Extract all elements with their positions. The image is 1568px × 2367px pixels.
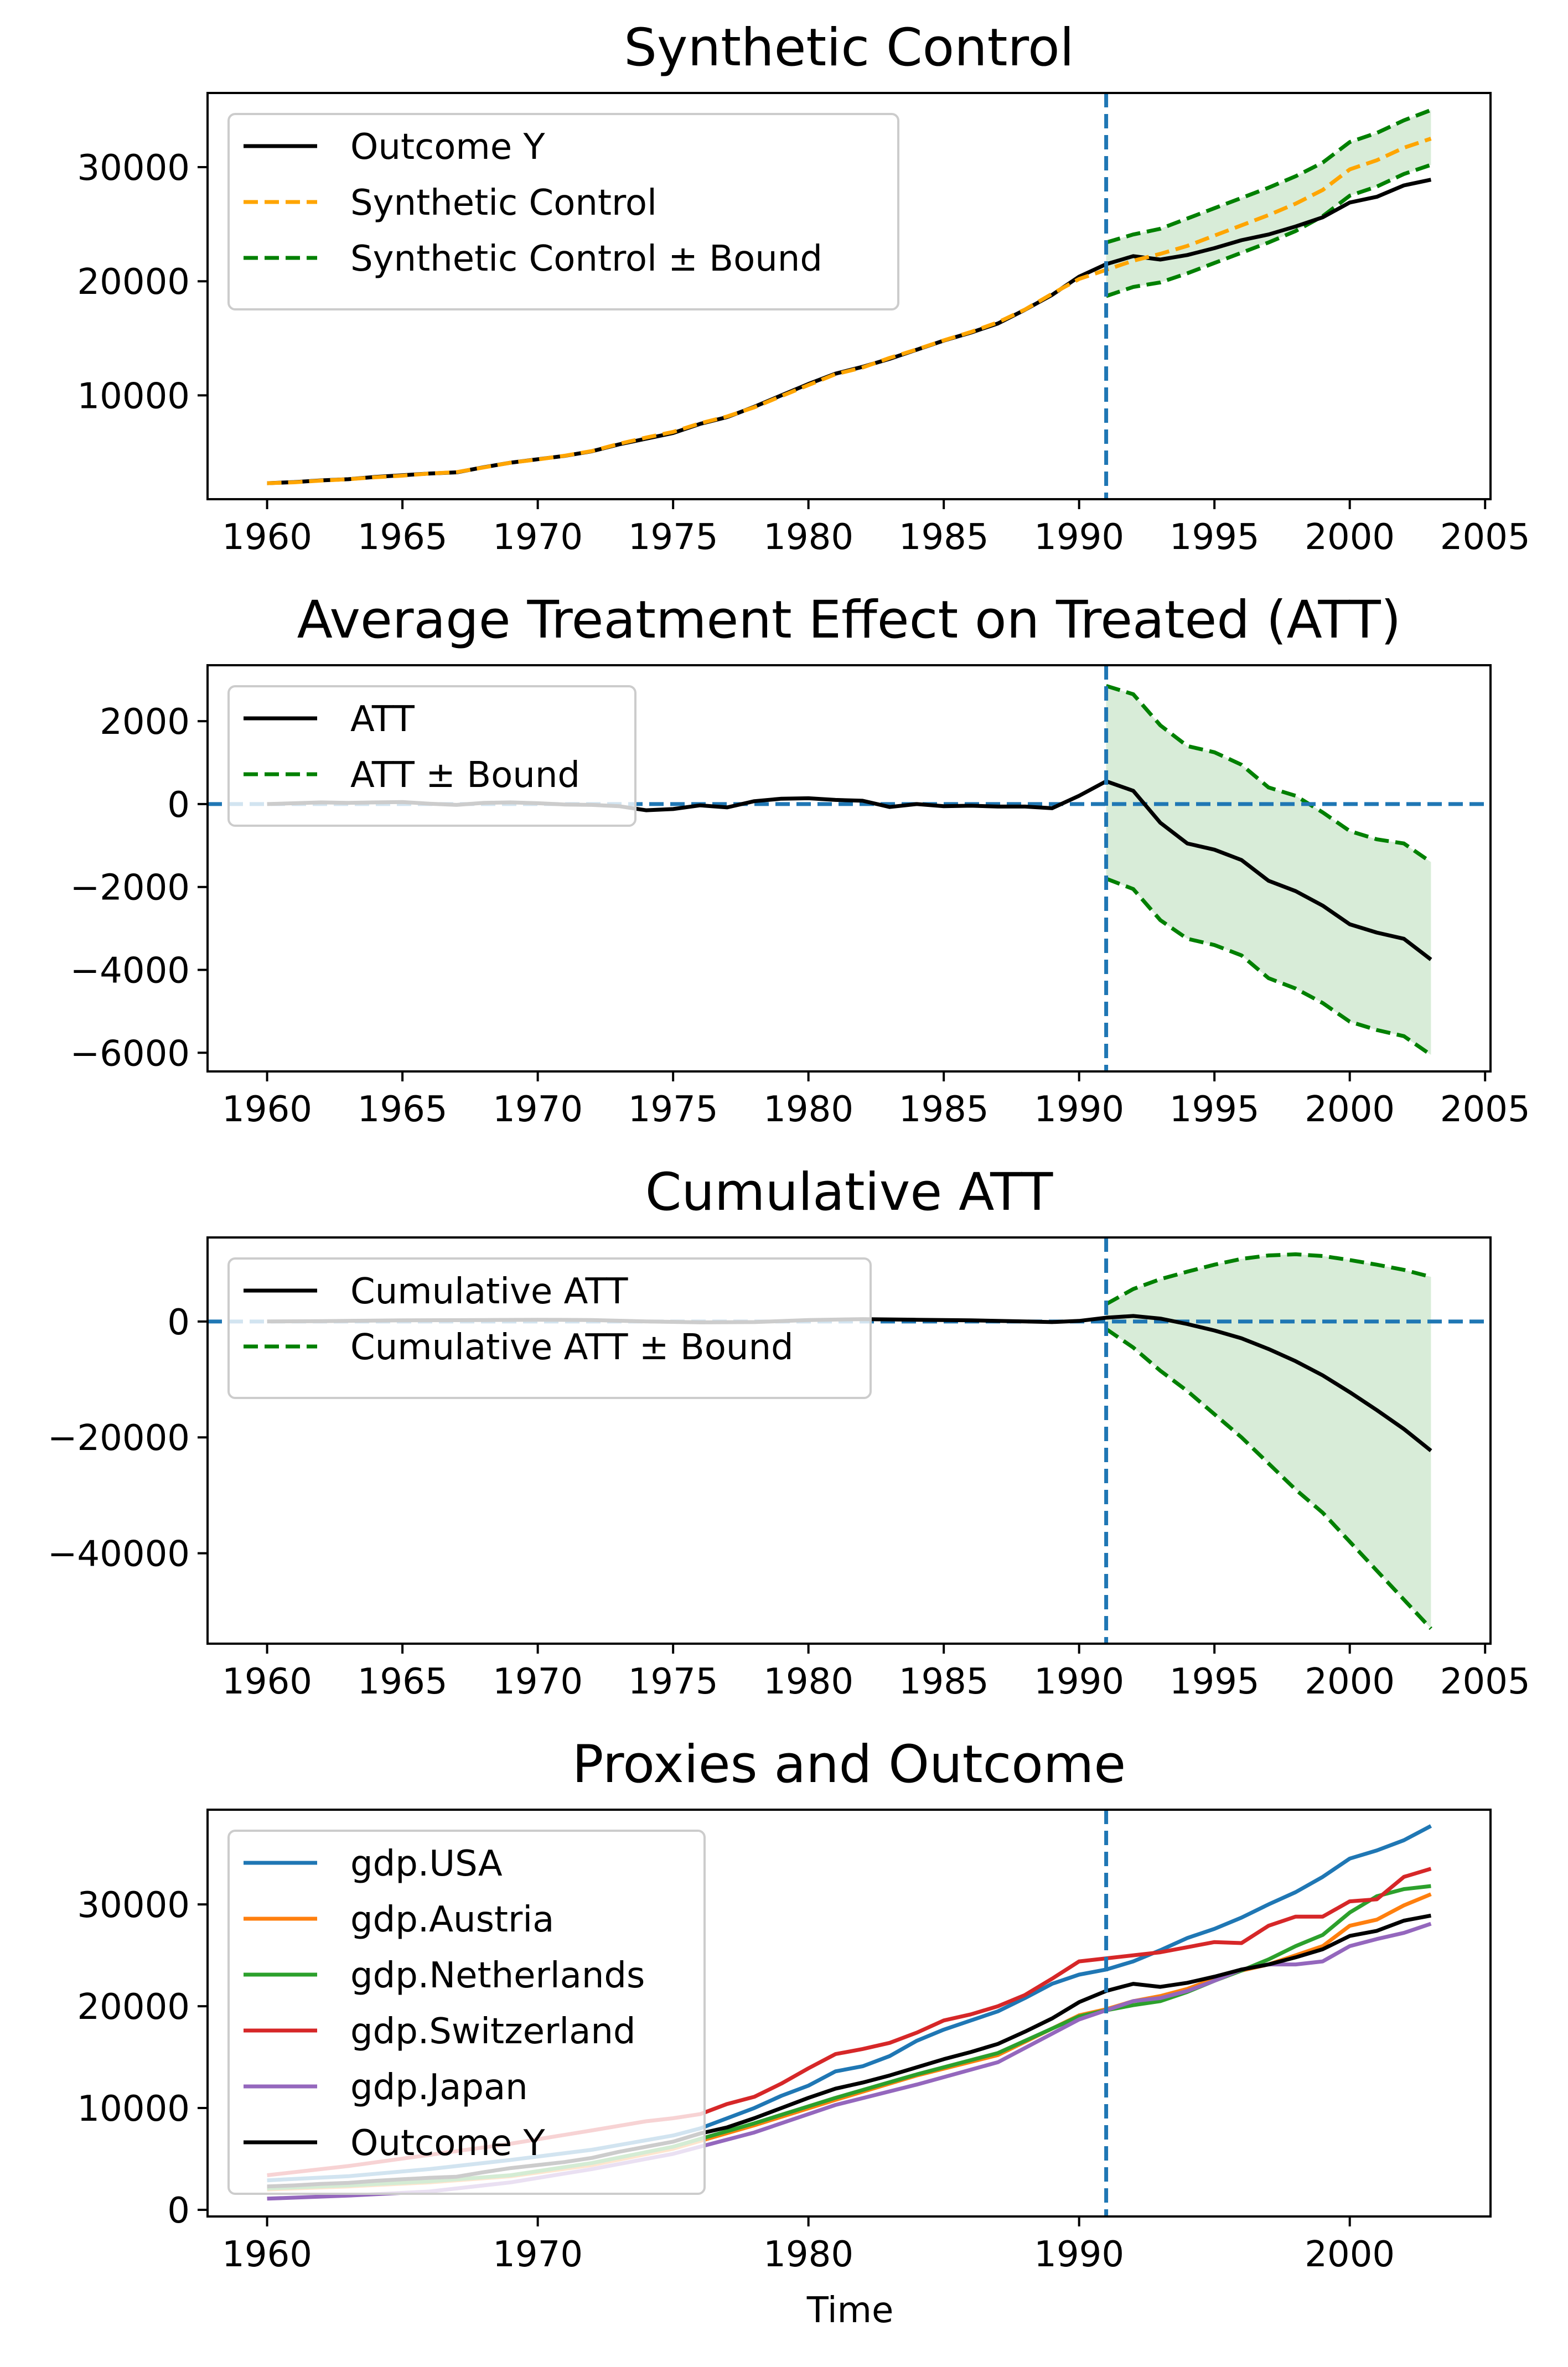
x-tick-label: 1995 — [1169, 1661, 1260, 1702]
x-tick-label: 1960 — [222, 517, 312, 558]
x-tick-label: 1965 — [358, 1661, 448, 1702]
y-tick-label: 0 — [167, 2190, 190, 2231]
x-tick-label: 1960 — [222, 1089, 312, 1130]
x-tick-label: 1995 — [1169, 517, 1260, 558]
upper-bound-line — [1105, 108, 1432, 245]
y-tick-label: 2000 — [100, 702, 190, 743]
x-tick-label: 1970 — [493, 2234, 583, 2275]
bound-band — [1106, 686, 1431, 1055]
y-tick-label: −2000 — [70, 868, 190, 909]
upper-bound-line — [1105, 684, 1432, 864]
upper-bound-line — [1105, 1252, 1432, 1306]
chart-title: Average Treatment Effect on Treated (ATT… — [297, 590, 1401, 650]
chart-title: Cumulative ATT — [645, 1162, 1053, 1223]
legend-entry: gdp.USA — [350, 1843, 503, 1884]
x-tick-label: 1975 — [628, 517, 718, 558]
x-tick-label: 1980 — [763, 517, 853, 558]
bound-band — [1106, 110, 1431, 296]
legend-entry: Outcome Y — [350, 2123, 545, 2164]
plot-area — [208, 665, 1491, 1071]
x-tick-label: 1965 — [358, 1089, 448, 1130]
x-tick-label: 2005 — [1440, 1089, 1530, 1130]
legend-entry: Cumulative ATT — [350, 1271, 628, 1312]
x-tick-label: 1960 — [222, 2234, 312, 2275]
legend-entry: ATT — [350, 699, 415, 740]
y-tick-label: −6000 — [70, 1033, 190, 1074]
x-tick-label: 1990 — [1034, 1089, 1124, 1130]
legend: gdp.USA gdp.Austria gdp.Netherlands gdp.Swi… — [227, 1830, 706, 2195]
legend-entry: Cumulative ATT ± Bound — [350, 1327, 794, 1368]
legend-entry: gdp.Austria — [350, 1899, 554, 1940]
x-tick-label: 2005 — [1440, 517, 1530, 558]
x-tick-label: 1975 — [628, 1089, 718, 1130]
y-tick-label: 20000 — [77, 262, 190, 303]
y-tick-label: 30000 — [77, 1885, 190, 1926]
x-tick-label: 1990 — [1034, 1661, 1124, 1702]
y-tick-label: −4000 — [70, 951, 190, 992]
x-tick-label: 2000 — [1305, 2234, 1395, 2275]
chart-panel-2: Average Treatment Effect on Treated (ATT… — [70, 590, 1530, 1130]
x-tick-label: 1985 — [899, 1661, 989, 1702]
legend-box — [227, 113, 899, 310]
x-tick-label: 2000 — [1305, 517, 1395, 558]
chart-panel-3: Cumulative ATT 1960 1965 1970 1975 1980 1985 19… — [48, 1162, 1530, 1702]
axes-frame — [206, 664, 1492, 1073]
y-tick-label: 20000 — [77, 1987, 190, 2028]
axes-frame — [206, 1236, 1492, 1645]
x-tick-label: 1980 — [763, 1089, 853, 1130]
x-tick-label: 1975 — [628, 1661, 718, 1702]
y-tick-label: 10000 — [77, 2089, 190, 2130]
legend: ATT ATT ± Bound — [227, 685, 636, 827]
x-tick-label: 1970 — [493, 1089, 583, 1130]
x-tick-label: 2000 — [1305, 1089, 1395, 1130]
legend-entry: Synthetic Control — [350, 183, 657, 224]
chart-title: Proxies and Outcome — [572, 1734, 1126, 1795]
lower-bound-line — [1105, 1327, 1432, 1630]
legend-entry: Synthetic Control ± Bound — [350, 239, 822, 279]
y-tick-label: −40000 — [48, 1534, 190, 1575]
legend-box — [227, 1257, 872, 1399]
x-tick-label: 1985 — [899, 1089, 989, 1130]
legend: Outcome Y Synthetic Control Synthetic Cont… — [227, 113, 899, 310]
axes-frame — [206, 1809, 1492, 2218]
y-tick-label: −20000 — [48, 1418, 190, 1459]
legend-entry: gdp.Netherlands — [350, 1955, 645, 1996]
x-tick-label: 1960 — [222, 1661, 312, 1702]
y-tick-label: 30000 — [77, 148, 190, 189]
x-tick-label: 2005 — [1440, 1661, 1530, 1702]
x-tick-label: 1980 — [763, 2234, 853, 2275]
x-tick-label: 1965 — [358, 517, 448, 558]
series-line-synthetic-control — [267, 137, 1432, 485]
x-tick-label: 1985 — [899, 517, 989, 558]
legend-entry: gdp.Switzerland — [350, 2011, 636, 2052]
y-tick-label: 0 — [167, 785, 190, 826]
lower-bound-line — [1105, 877, 1432, 1056]
legend-entry: ATT ± Bound — [350, 755, 580, 796]
x-tick-label: 1990 — [1034, 2234, 1124, 2275]
x-tick-label: 1990 — [1034, 517, 1124, 558]
legend-box — [227, 1830, 706, 2195]
x-tick-label: 2000 — [1305, 1661, 1395, 1702]
x-axis-label: Time — [806, 2290, 894, 2331]
chart-panel-1: Synthetic Control 1960 1965 1970 1975 1980 198… — [77, 18, 1530, 558]
legend: Cumulative ATT Cumulative ATT ± Bound — [227, 1257, 872, 1399]
x-tick-label: 1995 — [1169, 1089, 1260, 1130]
axes-frame — [206, 92, 1492, 500]
legend-entry: Outcome Y — [350, 127, 545, 168]
y-tick-label: 0 — [167, 1302, 190, 1343]
x-tick-label: 1970 — [493, 1661, 583, 1702]
x-tick-label: 1980 — [763, 1661, 853, 1702]
bound-band — [1106, 1254, 1431, 1629]
chart-title: Synthetic Control — [624, 18, 1074, 78]
legend-entry: gdp.Japan — [350, 2067, 528, 2108]
plot-area — [267, 93, 1432, 499]
y-tick-label: 10000 — [77, 376, 190, 417]
x-tick-label: 1970 — [493, 517, 583, 558]
lower-bound-line — [1105, 163, 1432, 298]
legend-box — [227, 685, 636, 827]
